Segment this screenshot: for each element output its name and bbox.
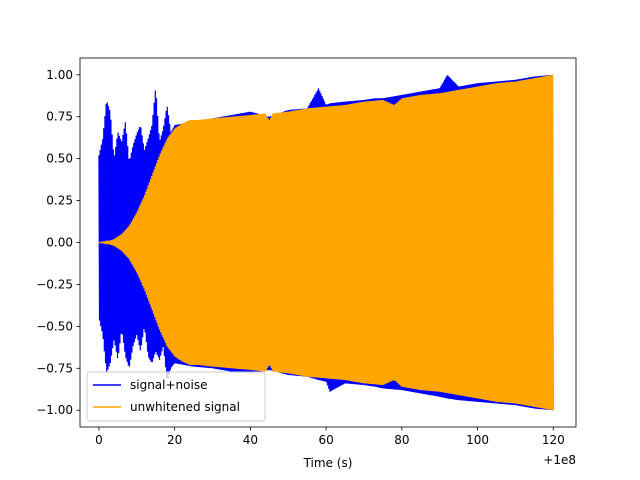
y-tick-label: −0.50 [36,319,73,333]
x-tick-label: 0 [95,433,103,447]
legend: signal+noise unwhitened signal [86,371,266,422]
x-axis-label: Time (s) [303,456,353,470]
series-unwhitened-signal [98,74,554,411]
legend-box [86,371,266,422]
x-tick-label: 60 [318,433,333,447]
x-tick-label: 20 [167,433,182,447]
y-tick-label: 0.00 [46,236,73,250]
legend-label: signal+noise [130,378,207,392]
x-tick-label: 40 [243,433,258,447]
legend-label: unwhitened signal [130,400,240,414]
x-offset-label: +1e8 [543,453,576,467]
x-tick-label: 80 [394,433,409,447]
y-tick-label: −0.75 [36,361,73,375]
y-tick-label: 1.00 [46,68,73,82]
y-tick-label: 0.75 [46,110,73,124]
plot-area [98,74,554,411]
x-tick-label: 120 [542,433,565,447]
x-tick-label: 100 [466,433,489,447]
axes: 0 20 40 60 80 100 120 −1.00 −0.75 −0.50 −0.25 0.00 0… [36,57,577,447]
y-tick-label: −0.25 [36,277,73,291]
y-tick-label: 0.50 [46,152,73,166]
y-tick-label: −1.00 [36,403,73,417]
y-tick-label: 0.25 [46,194,73,208]
